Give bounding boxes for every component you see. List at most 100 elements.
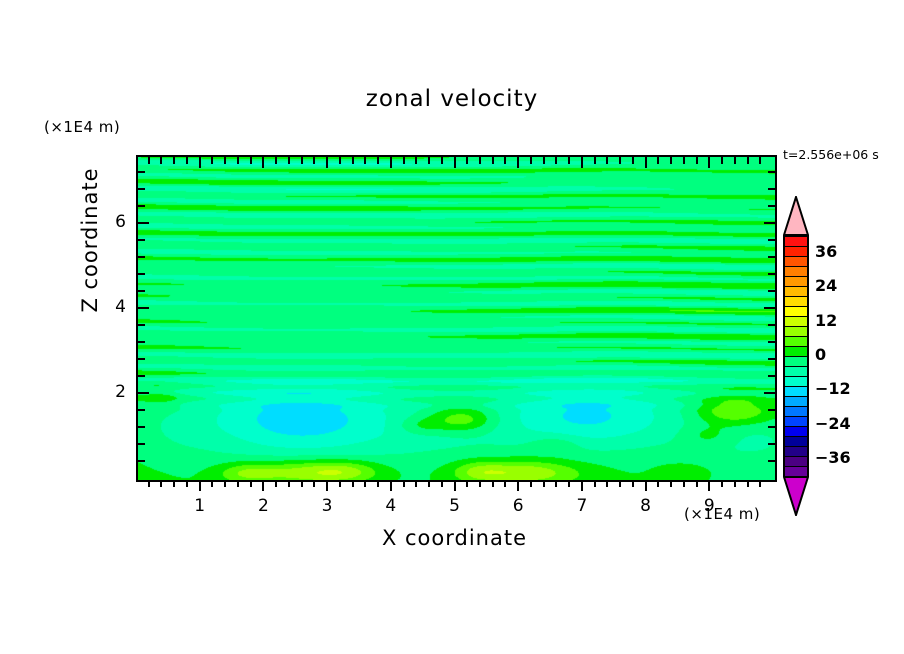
x-tick-top	[644, 157, 647, 168]
x-tick	[185, 480, 188, 487]
x-tick	[198, 480, 201, 491]
y-axis-unit-label: (×1E4 m)	[44, 118, 121, 136]
y-tick-right	[768, 324, 775, 326]
x-tick-top	[504, 157, 507, 164]
y-tick	[138, 171, 145, 173]
x-tick-top	[721, 157, 724, 164]
x-tick	[644, 480, 647, 491]
x-tick-top	[593, 157, 596, 164]
x-tick-top	[185, 157, 188, 164]
x-tick-top	[415, 157, 418, 164]
x-tick-top	[453, 157, 456, 168]
y-tick-right	[768, 358, 775, 360]
page-title: zonal velocity	[365, 86, 539, 112]
y-tick	[138, 256, 145, 258]
x-tick	[491, 480, 494, 487]
x-tick	[224, 480, 227, 487]
y-tick	[138, 443, 145, 445]
x-tick-top	[670, 157, 673, 164]
colorbar-label: 12	[815, 310, 838, 330]
colorbar-label: 0	[815, 345, 827, 364]
x-tick-top	[695, 157, 698, 164]
colorbar-legend[interactable]	[782, 193, 810, 519]
x-tick	[466, 480, 469, 487]
x-tick	[504, 480, 507, 487]
x-tick	[160, 480, 163, 487]
x-axis-unit-label: (×1E4 m)	[684, 505, 761, 523]
x-tick-top	[364, 157, 367, 164]
x-tick	[555, 480, 558, 487]
y-tick-right	[764, 307, 775, 309]
x-tick	[313, 480, 316, 487]
x-tick-top	[529, 157, 532, 164]
y-tick-right	[768, 205, 775, 207]
x-tick	[529, 480, 532, 487]
x-tick	[300, 480, 303, 487]
y-tick-right	[768, 171, 775, 173]
y-tick-right	[764, 392, 775, 394]
y-tick	[138, 409, 145, 411]
x-tick	[517, 480, 520, 491]
x-tick-top	[236, 157, 239, 164]
y-tick	[138, 188, 145, 190]
x-tick-top	[428, 157, 431, 164]
y-tick	[138, 375, 145, 377]
x-tick-top	[568, 157, 571, 164]
contour-plot-area[interactable]	[136, 155, 777, 482]
x-tick-label: 6	[512, 496, 524, 516]
x-tick	[236, 480, 239, 487]
x-tick	[275, 480, 278, 487]
x-tick-top	[160, 157, 163, 164]
x-tick-top	[631, 157, 634, 164]
x-tick	[619, 480, 622, 487]
x-tick	[147, 480, 150, 487]
x-tick	[326, 480, 329, 491]
x-tick	[351, 480, 354, 487]
x-tick-top	[313, 157, 316, 164]
x-tick-top	[466, 157, 469, 164]
x-tick-top	[759, 157, 762, 164]
y-tick-right	[768, 426, 775, 428]
y-tick-label: 2	[115, 382, 126, 402]
x-tick-top	[351, 157, 354, 164]
x-tick-top	[389, 157, 392, 168]
x-tick-top	[657, 157, 660, 164]
y-tick-right	[768, 256, 775, 258]
x-tick-label: 9	[703, 496, 715, 516]
x-tick	[173, 480, 176, 487]
y-tick	[138, 290, 145, 292]
x-tick-top	[542, 157, 545, 164]
x-tick	[657, 480, 660, 487]
x-tick	[708, 480, 711, 491]
x-tick	[211, 480, 214, 487]
x-tick-top	[173, 157, 176, 164]
x-tick	[631, 480, 634, 487]
x-tick	[542, 480, 545, 487]
y-tick	[138, 358, 145, 360]
x-tick-top	[746, 157, 749, 164]
x-tick-top	[275, 157, 278, 164]
x-tick	[593, 480, 596, 487]
x-tick	[415, 480, 418, 487]
x-tick-top	[377, 157, 380, 164]
x-tick-label: 5	[449, 496, 460, 516]
contour-field	[138, 157, 775, 480]
y-tick	[138, 205, 145, 207]
x-tick-top	[198, 157, 201, 168]
x-tick-top	[580, 157, 583, 168]
x-tick-top	[440, 157, 443, 164]
x-tick	[568, 480, 571, 487]
colorbar-label: 24	[815, 276, 838, 296]
colorbar-label: −36	[815, 447, 851, 467]
y-tick-right	[768, 460, 775, 462]
y-tick	[138, 324, 145, 326]
x-tick	[606, 480, 609, 487]
x-tick-top	[262, 157, 265, 168]
colorbar-over-cap	[782, 193, 810, 236]
timestamp-label: t=2.556e+06 s	[783, 147, 879, 162]
y-tick-right	[764, 222, 775, 224]
x-tick-label: 2	[257, 496, 269, 516]
y-tick	[138, 239, 145, 241]
y-tick-right	[768, 375, 775, 377]
x-tick-label: 4	[385, 496, 397, 516]
